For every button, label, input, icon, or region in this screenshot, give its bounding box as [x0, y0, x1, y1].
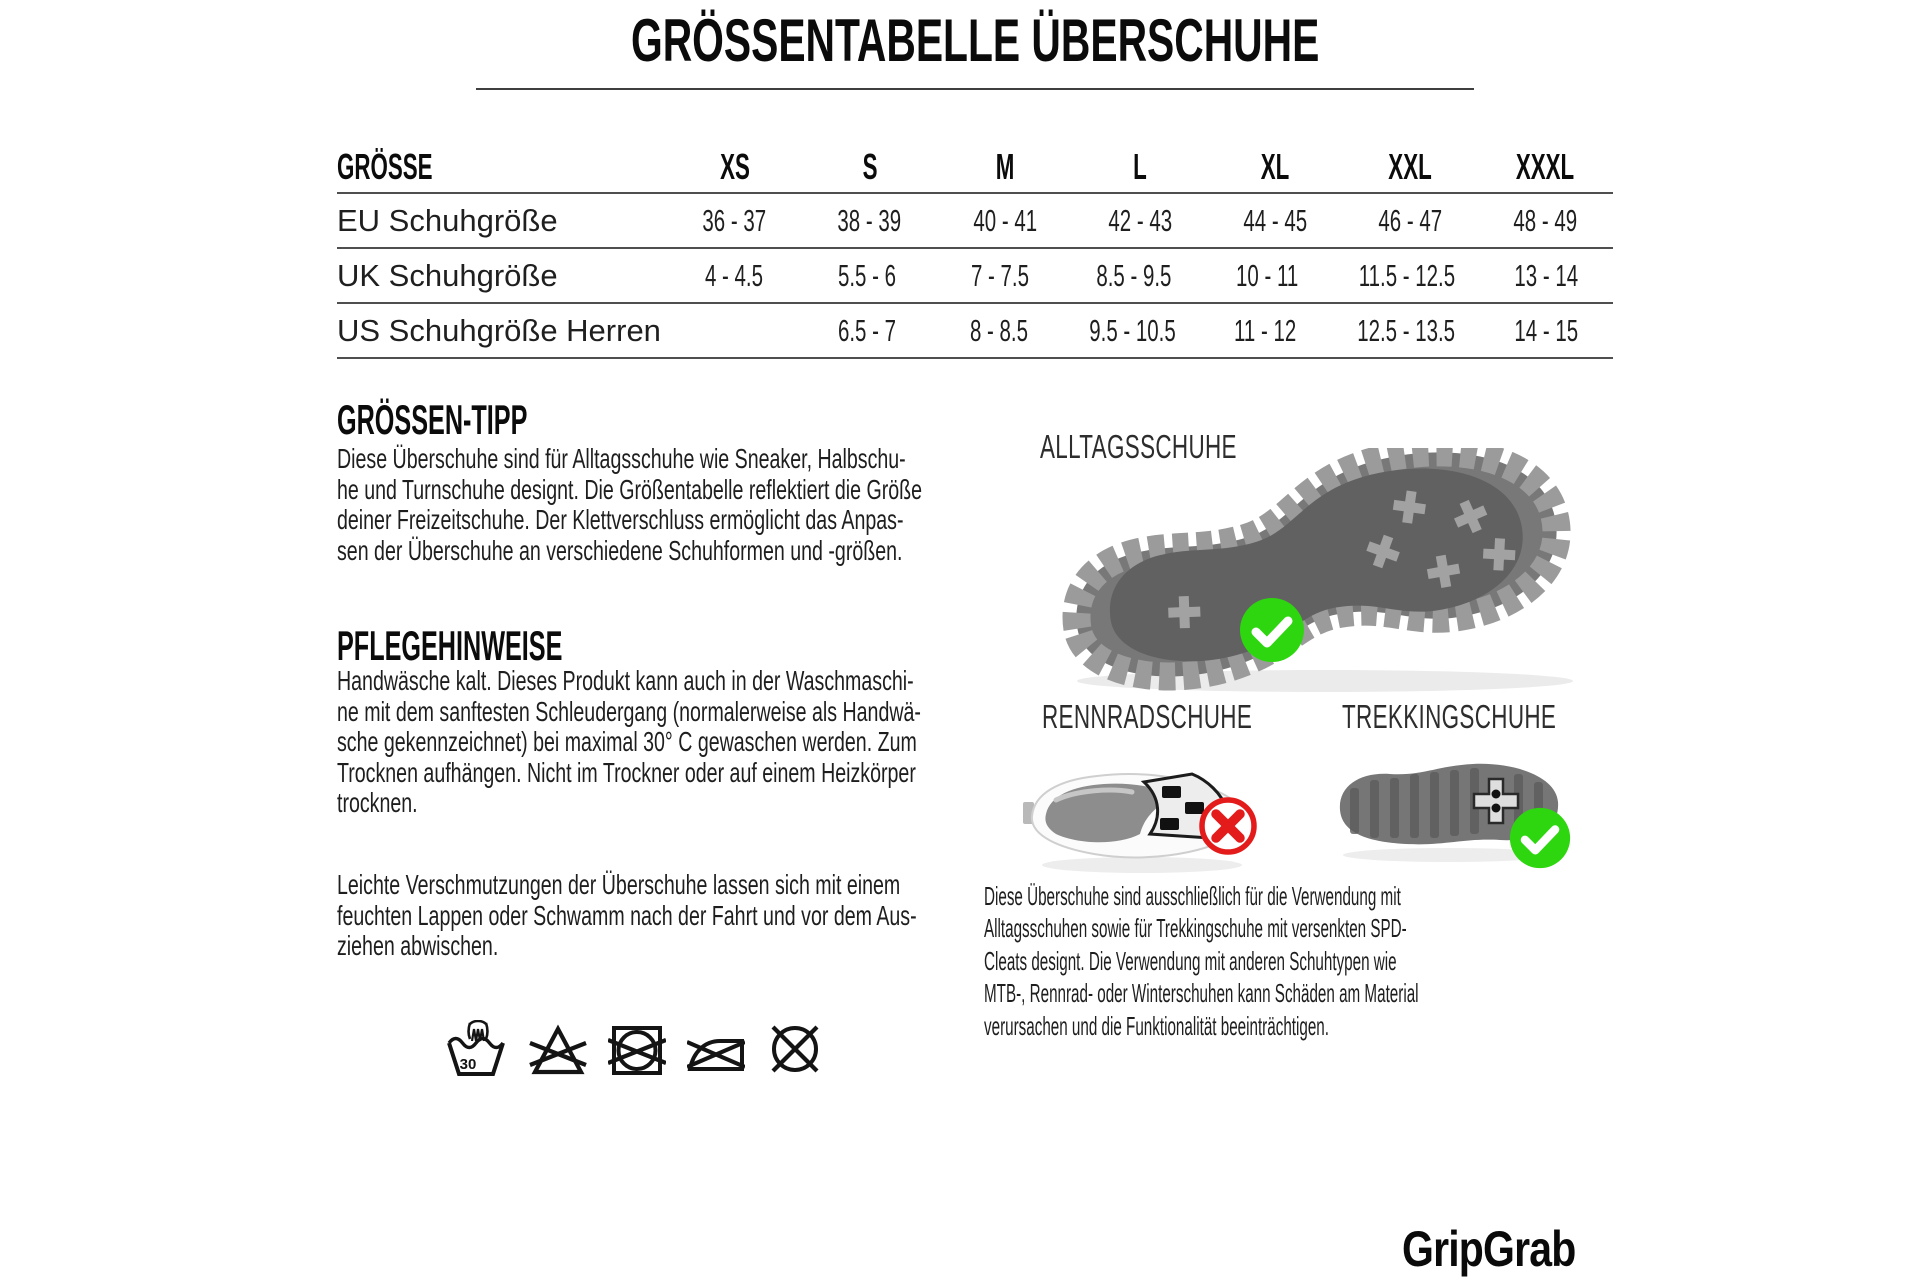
size-cell: 10 - 11: [1235, 257, 1299, 293]
size-cell: 40 - 41: [973, 202, 1037, 238]
size-cell: 7 - 7.5: [971, 257, 1030, 293]
size-tip-heading: GRÖSSEN-TIPP: [337, 396, 528, 443]
size-cell: 46 - 47: [1378, 202, 1443, 238]
trekking-sole-image: [1328, 742, 1568, 869]
handwash-30-icon: 30: [446, 1020, 508, 1078]
everyday-shoes-label: ALLTAGSSCHUHE: [1040, 428, 1237, 465]
size-cell: 13 - 14: [1514, 257, 1579, 293]
do-not-tumble-dry-icon: [608, 1020, 666, 1078]
size-cell: 4 - 4.5: [704, 257, 763, 293]
row-label: US Schuhgröße Herren: [337, 312, 661, 348]
row-label: EU Schuhgröße: [337, 202, 558, 238]
column-header: L: [1133, 146, 1147, 187]
table-row-uk: UK Schuhgröße 4 - 4.5 5.5 - 6 7 - 7.5 8.…: [337, 249, 1613, 304]
everyday-sole-image: [1030, 438, 1600, 701]
size-cell: 42 - 43: [1108, 202, 1172, 238]
column-header: XS: [719, 146, 750, 187]
size-cell: 12.5 - 13.5: [1357, 312, 1455, 348]
size-cell: 36 - 37: [702, 202, 767, 238]
road-shoes-label: RENNRADSCHUHE: [1042, 698, 1253, 735]
column-header: M: [995, 146, 1015, 187]
title-underline: [476, 88, 1474, 90]
row-label: UK Schuhgröße: [337, 257, 558, 293]
size-cell: 14 - 15: [1514, 312, 1579, 348]
size-cell: 48 - 49: [1513, 202, 1578, 238]
page-title: GRÖSSENTABELLE ÜBERSCHUHE: [630, 7, 1320, 74]
care-symbols: 30: [446, 1020, 824, 1078]
size-cell: 9.5 - 10.5: [1089, 312, 1176, 348]
trekking-shoes-label: TREKKINGSCHUHE: [1342, 698, 1557, 735]
road-shoe-sole-image: [1022, 738, 1257, 883]
size-cell: 5.5 - 6: [838, 257, 897, 293]
size-cell: 11.5 - 12.5: [1358, 257, 1455, 293]
care-heading: PFLEGEHINWEISE: [337, 622, 563, 669]
size-cell: 11 - 12: [1234, 312, 1297, 348]
column-header: XXL: [1388, 146, 1432, 187]
size-cell: 6.5 - 7: [837, 312, 896, 348]
cross-icon: [1198, 796, 1258, 861]
brand-logo: GripGrab: [1402, 1221, 1576, 1277]
size-cell: 38 - 39: [837, 202, 902, 238]
size-cell: 8 - 8.5: [970, 312, 1029, 348]
do-not-bleach-icon: [529, 1020, 587, 1078]
column-header: XXXL: [1516, 146, 1575, 187]
svg-text:30: 30: [460, 1056, 477, 1073]
table-header-row: GRÖSSE XS S M L XL XXL XXXL: [337, 142, 1613, 194]
usage-note-paragraph: Diese Überschuhe sind ausschließlich für…: [984, 881, 1419, 1041]
size-tip-paragraph: Diese Überschuhe sind für Alltagsschuhe …: [337, 443, 923, 566]
care-paragraph-1: Handwäsche kalt. Dieses Produkt kann auc…: [337, 665, 921, 819]
column-header: XL: [1260, 146, 1290, 187]
column-header: S: [862, 146, 878, 187]
column-header: GRÖSSE: [337, 146, 433, 187]
size-cell: 8.5 - 9.5: [1096, 257, 1172, 293]
size-cell: 44 - 45: [1243, 202, 1307, 238]
check-icon: [1508, 806, 1572, 875]
check-icon: [1238, 596, 1306, 669]
table-row-us: US Schuhgröße Herren 6.5 - 7 8 - 8.5 9.5…: [337, 304, 1613, 359]
do-not-iron-icon: [687, 1020, 745, 1078]
do-not-dry-clean-icon: [766, 1020, 824, 1078]
size-table: GRÖSSE XS S M L XL XXL XXXL EU Schuhgröß…: [337, 142, 1613, 359]
care-paragraph-2: Leichte Verschmutzungen der Überschuhe l…: [337, 869, 917, 962]
table-row-eu: EU Schuhgröße 36 - 37 38 - 39 40 - 41 42…: [337, 194, 1613, 249]
